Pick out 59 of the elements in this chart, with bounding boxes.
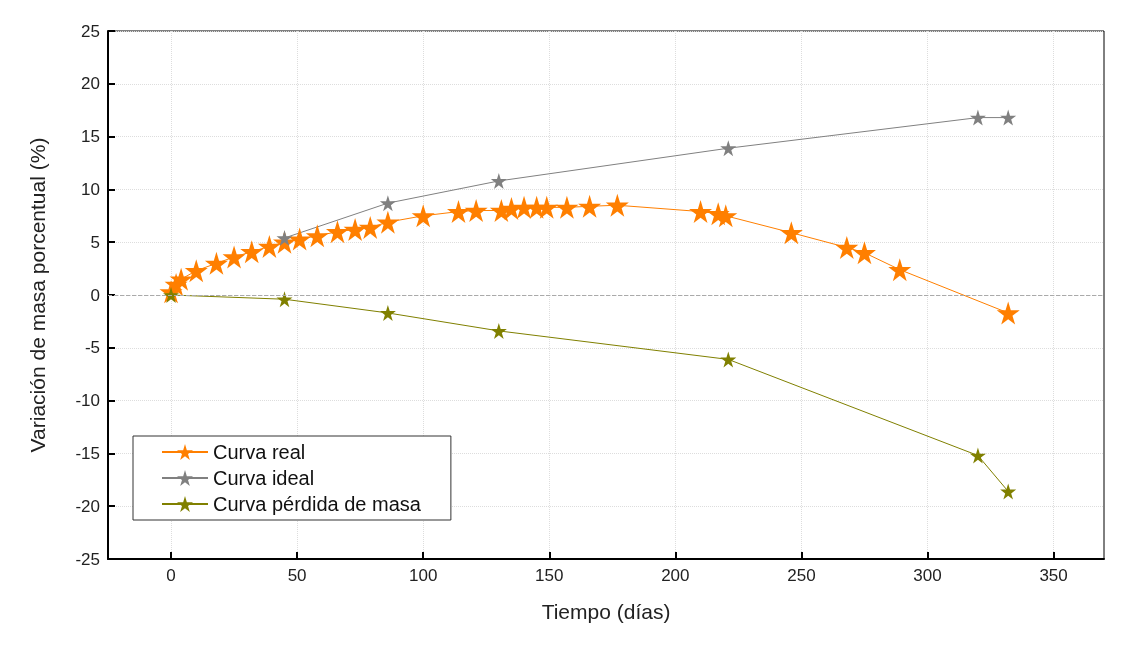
point <box>222 245 246 269</box>
point <box>276 291 293 308</box>
point <box>555 195 579 219</box>
x-tick-label: 350 <box>1039 566 1068 585</box>
point <box>379 304 396 321</box>
legend-label: Curva ideal <box>213 467 315 489</box>
y-tick-label: -25 <box>75 549 100 569</box>
point <box>1000 483 1017 500</box>
x-tick-label: 300 <box>913 566 942 585</box>
y-tick-label: 10 <box>81 179 100 199</box>
y-tick-label: -5 <box>84 338 100 358</box>
point <box>720 140 737 157</box>
point <box>720 351 737 368</box>
point <box>169 267 193 291</box>
point <box>411 204 435 228</box>
legend-label: Curva pérdida de masa <box>213 493 422 515</box>
point <box>605 193 629 217</box>
point <box>288 227 312 251</box>
x-tick-label: 250 <box>787 566 816 585</box>
point <box>464 199 488 223</box>
x-tick-label: 100 <box>409 566 438 585</box>
point <box>358 215 382 239</box>
y-tick-label: 0 <box>90 285 100 305</box>
point <box>240 240 264 264</box>
x-tick-label: 150 <box>535 566 564 585</box>
point <box>888 258 912 282</box>
y-tick-label: 25 <box>81 21 100 41</box>
point <box>578 194 602 218</box>
point <box>835 235 859 259</box>
point <box>779 221 803 245</box>
point <box>969 447 986 464</box>
point <box>204 251 228 275</box>
point <box>184 259 208 283</box>
y-tick-label: -15 <box>75 443 100 463</box>
point <box>257 234 281 258</box>
point <box>446 200 470 224</box>
point <box>305 224 329 248</box>
point <box>376 210 400 234</box>
point <box>1000 109 1017 126</box>
y-axis-title: Variación de masa porcentual (%) <box>26 137 49 453</box>
x-tick-label: 0 <box>166 566 176 585</box>
point <box>343 218 367 242</box>
point <box>490 172 507 189</box>
point <box>689 200 713 224</box>
x-tick-label: 200 <box>661 566 690 585</box>
x-axis-title: Tiempo (días) <box>541 600 671 623</box>
y-tick-label: -20 <box>75 496 100 516</box>
y-tick-label: 5 <box>90 232 100 252</box>
x-tick-label: 50 <box>287 566 307 585</box>
point <box>325 220 349 244</box>
y-tick-label: 15 <box>81 127 100 147</box>
point <box>379 195 396 212</box>
y-tick-label: 20 <box>81 74 100 94</box>
point <box>852 241 876 265</box>
point <box>490 322 507 339</box>
point <box>996 301 1020 325</box>
point <box>969 109 986 126</box>
legend-label: Curva real <box>213 441 306 463</box>
y-tick-label: -10 <box>75 391 100 411</box>
